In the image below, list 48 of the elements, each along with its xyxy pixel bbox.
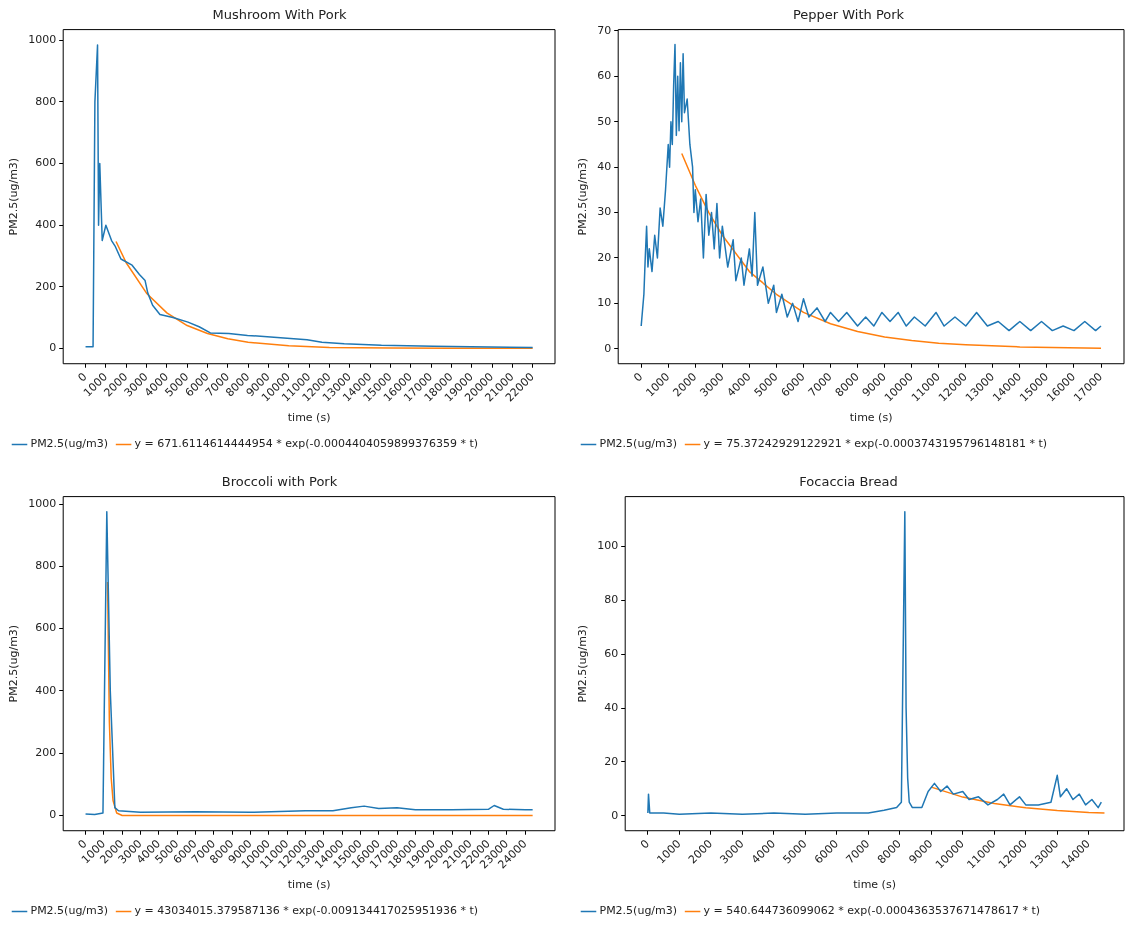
chart-title: Pepper With Pork bbox=[792, 7, 905, 23]
y-axis-title: PM2.5(ug/m3) bbox=[576, 157, 590, 236]
y-tick-label: 0 bbox=[49, 808, 57, 822]
y-tick-label: 100 bbox=[597, 539, 619, 553]
y-tick-label: 1000 bbox=[28, 496, 57, 510]
x-tick-label: 0 bbox=[637, 837, 653, 852]
y-tick-label: 40 bbox=[597, 160, 612, 174]
y-tick-label: 70 bbox=[597, 23, 612, 37]
chart-title: Broccoli with Pork bbox=[221, 474, 338, 490]
legend-label: y = 75.37242929122921 * exp(-0.0003743195796148181 * t) bbox=[703, 437, 1048, 451]
x-axis-title: time (s) bbox=[853, 878, 896, 892]
y-tick-label: 400 bbox=[35, 218, 57, 232]
y-axis-title: PM2.5(ug/m3) bbox=[7, 624, 21, 703]
y-tick-label: 400 bbox=[35, 683, 57, 697]
chart-title: Mushroom With Pork bbox=[212, 7, 348, 23]
legend-label: y = 671.6114614444954 * exp(-0.0004404059899376359 * t) bbox=[134, 437, 479, 451]
y-tick-label: 0 bbox=[604, 341, 612, 355]
legend-label: y = 540.644736099062 * exp(-0.0004363537671478617 * t) bbox=[703, 904, 1041, 918]
y-tick-label: 50 bbox=[597, 114, 612, 128]
y-tick-label: 0 bbox=[49, 341, 57, 355]
y-tick-label: 20 bbox=[604, 754, 619, 768]
y-tick-label: 10 bbox=[597, 296, 612, 310]
legend-label: PM2.5(ug/m3) bbox=[599, 437, 678, 451]
y-axis-title: PM2.5(ug/m3) bbox=[7, 157, 21, 236]
y-tick-label: 600 bbox=[35, 621, 57, 635]
legend-label: y = 43034015.379587136 * exp(-0.009134417025951936 * t) bbox=[134, 904, 479, 918]
legend-label: PM2.5(ug/m3) bbox=[30, 904, 109, 918]
chart-title: Focaccia Bread bbox=[799, 474, 898, 490]
x-axis-title: time (s) bbox=[287, 878, 331, 892]
y-tick-label: 1000 bbox=[28, 33, 57, 47]
x-tick-label: 0 bbox=[631, 370, 646, 385]
y-tick-label: 800 bbox=[35, 559, 57, 573]
legend-label: PM2.5(ug/m3) bbox=[599, 904, 678, 918]
y-axis-title: PM2.5(ug/m3) bbox=[576, 624, 590, 703]
y-tick-label: 0 bbox=[611, 808, 619, 822]
y-tick-label: 80 bbox=[604, 593, 619, 607]
y-tick-label: 200 bbox=[35, 279, 57, 293]
y-tick-label: 30 bbox=[597, 205, 612, 219]
y-tick-label: 40 bbox=[604, 700, 619, 714]
legend-label: PM2.5(ug/m3) bbox=[30, 437, 109, 451]
y-tick-label: 800 bbox=[35, 94, 57, 108]
y-tick-label: 600 bbox=[35, 156, 57, 170]
x-axis-title: time (s) bbox=[849, 411, 893, 425]
y-tick-label: 200 bbox=[35, 746, 57, 760]
y-tick-label: 60 bbox=[597, 69, 612, 83]
x-axis-title: time (s) bbox=[287, 411, 331, 425]
y-tick-label: 60 bbox=[604, 647, 619, 661]
y-tick-label: 20 bbox=[597, 250, 612, 264]
